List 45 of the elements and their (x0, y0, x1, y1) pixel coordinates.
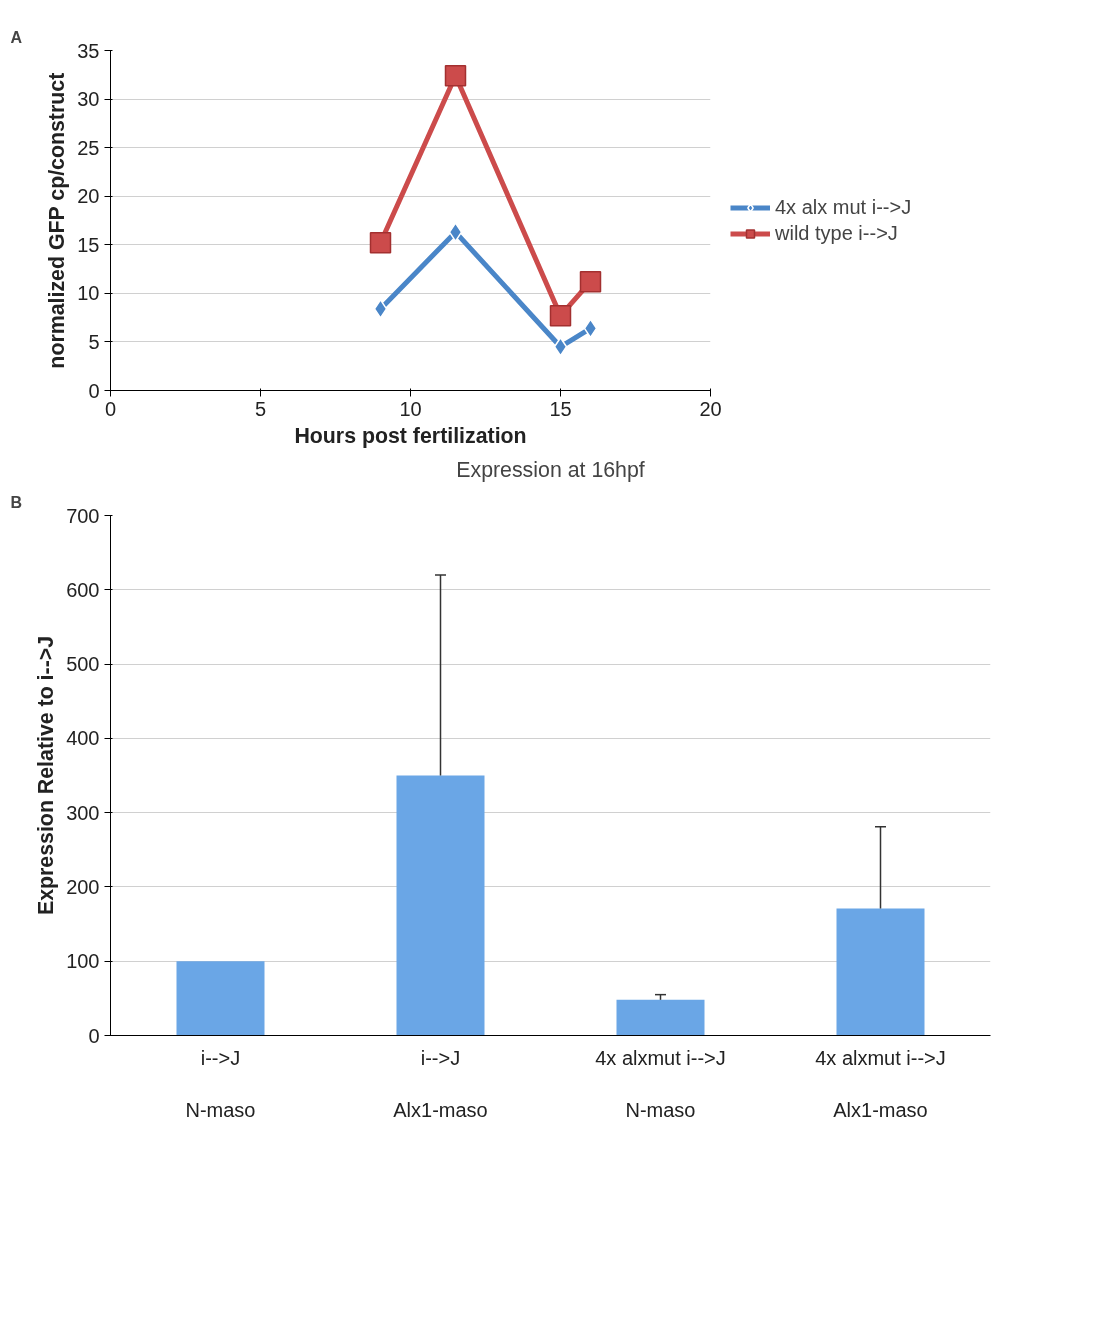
y-tick-label: 0 (88, 1024, 100, 1047)
x-tick-label: 15 (549, 397, 572, 420)
y-tick-label: 100 (66, 950, 100, 973)
text: A (10, 28, 23, 46)
y-tick-label: 20 (77, 185, 100, 208)
x-tick-label: 0 (104, 397, 117, 420)
y-tick-label: 25 (77, 136, 100, 159)
y-axis-title: Expression Relative to i-->J (34, 635, 59, 916)
bar (616, 999, 705, 1036)
y-tick-label: 15 (77, 233, 100, 256)
y-tick-label: 35 (77, 39, 100, 62)
y-tick-label: 700 (66, 504, 100, 527)
y-tick-label: 600 (66, 578, 100, 601)
point (549, 304, 572, 327)
category-label: i-->J Alx1-maso (393, 1046, 488, 1122)
y-tick-label: 0 (88, 379, 100, 402)
y-tick-label: 300 (66, 801, 100, 824)
category-label: 4x alxmut i-->J Alx1-maso (815, 1046, 946, 1122)
y-tick-label: 200 (66, 875, 100, 898)
bar (176, 961, 265, 1036)
category-label: i-->J N-maso (185, 1046, 256, 1122)
legend-label: 4x alx mut i-->J (775, 195, 912, 219)
point (448, 222, 463, 242)
y-tick-label: 5 (88, 330, 100, 353)
y-axis-title: normalized GFP cp/construct (45, 72, 70, 369)
point (373, 299, 388, 319)
point (583, 318, 598, 339)
y-tick-label: 500 (66, 653, 100, 676)
bar (836, 908, 925, 1036)
point (369, 232, 392, 254)
y-tick-label: 400 (66, 727, 100, 750)
x-tick-label: 10 (399, 397, 422, 420)
y-tick-label: 30 (77, 88, 100, 111)
bar (396, 775, 485, 1036)
point (553, 337, 568, 357)
x-tick-label: 20 (699, 397, 722, 420)
chart-title: Expression at 16hpf (456, 457, 645, 482)
y-tick-label: 10 (77, 282, 100, 305)
legend-label: wild type i-->J (775, 221, 898, 245)
point (579, 270, 602, 293)
text: B (10, 493, 23, 511)
x-tick-label: 5 (254, 397, 267, 420)
point (444, 65, 467, 87)
category-label: 4x alxmut i-->J N-maso (595, 1046, 726, 1122)
x-axis-title: Hours post fertilization (294, 423, 527, 448)
